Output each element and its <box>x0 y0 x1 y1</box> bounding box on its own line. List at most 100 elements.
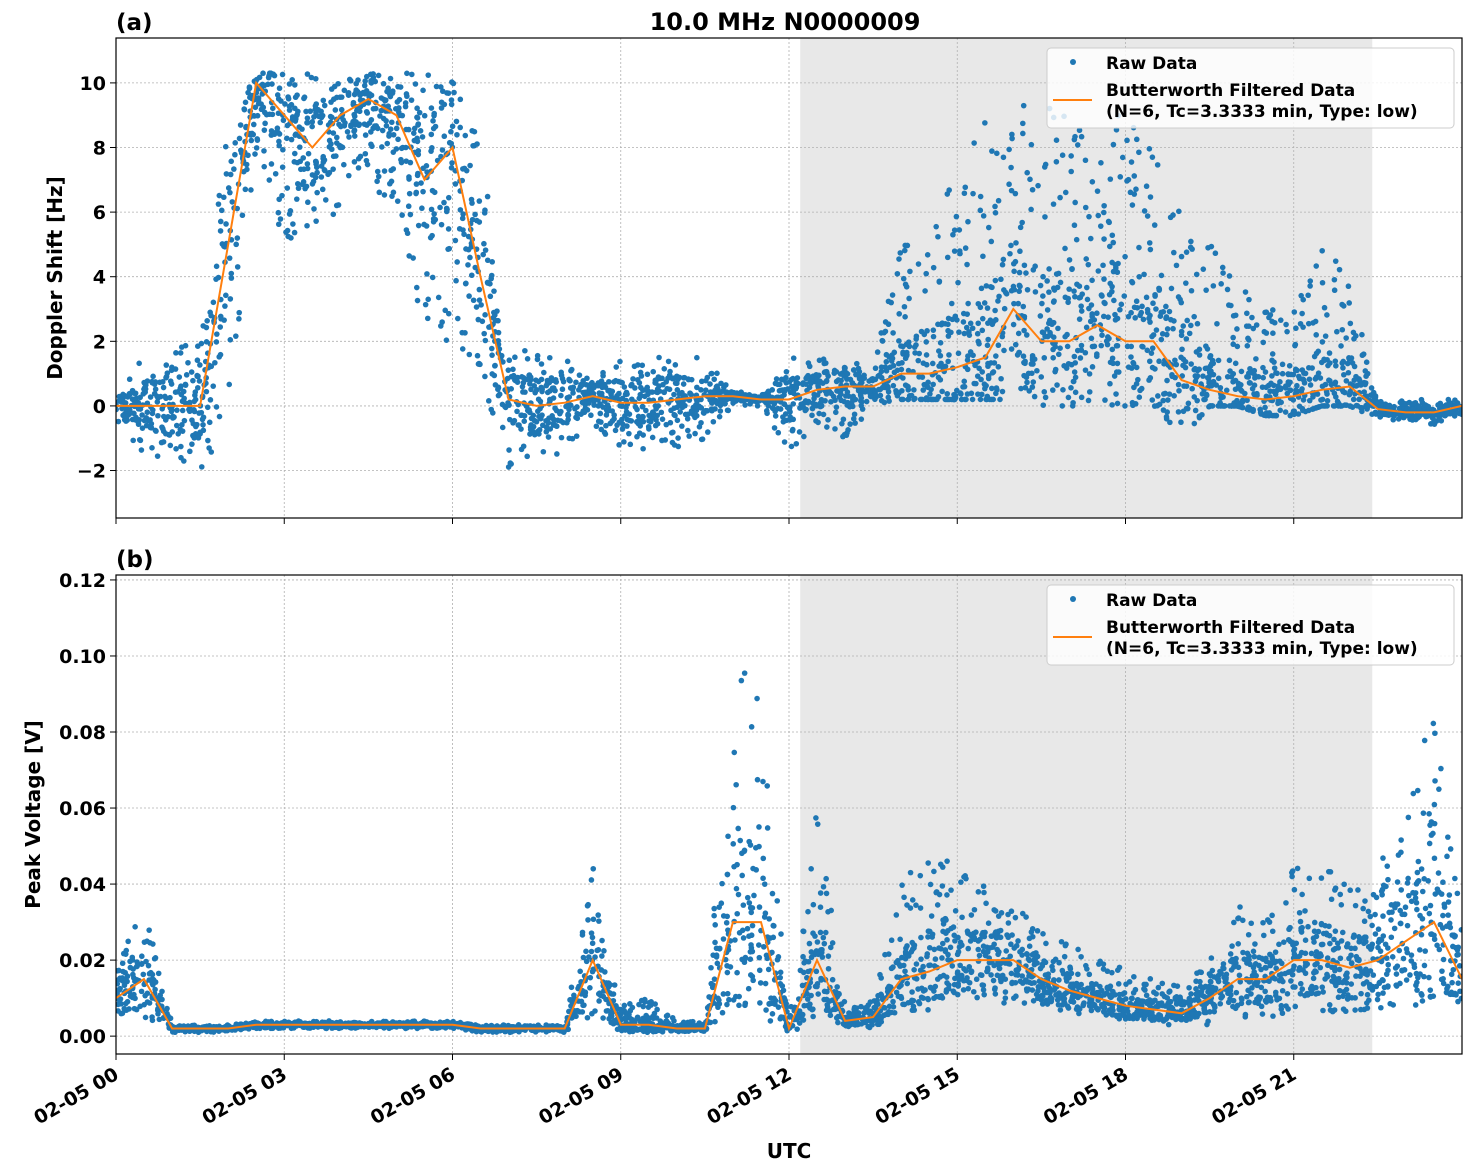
raw-point <box>986 373 992 379</box>
raw-point <box>459 330 465 336</box>
raw-point <box>453 181 459 187</box>
raw-point <box>1208 353 1214 359</box>
raw-point <box>859 416 865 422</box>
raw-point <box>544 429 550 435</box>
raw-point <box>197 378 203 384</box>
raw-point <box>391 190 397 196</box>
raw-point <box>383 97 389 103</box>
raw-point <box>214 339 220 345</box>
raw-point <box>600 370 606 376</box>
raw-point <box>413 81 419 87</box>
raw-point <box>1211 283 1217 289</box>
raw-point <box>825 417 831 423</box>
raw-point <box>137 437 143 443</box>
raw-point <box>454 259 460 265</box>
raw-point <box>936 394 942 400</box>
raw-point <box>304 184 310 190</box>
raw-point <box>982 300 988 306</box>
raw-point <box>379 144 385 150</box>
raw-point <box>596 918 602 924</box>
raw-point <box>603 431 609 437</box>
raw-point <box>1073 390 1079 396</box>
raw-point <box>508 386 514 392</box>
raw-point <box>864 399 870 405</box>
raw-point <box>384 89 390 95</box>
raw-point <box>1234 326 1240 332</box>
raw-point <box>577 372 583 378</box>
raw-point <box>180 398 186 404</box>
raw-point <box>149 1014 155 1020</box>
raw-point <box>764 410 770 416</box>
raw-point <box>661 366 667 372</box>
raw-point <box>714 371 720 377</box>
raw-point <box>1238 382 1244 388</box>
raw-point <box>243 187 249 193</box>
raw-point <box>1126 177 1132 183</box>
raw-point <box>1111 298 1117 304</box>
raw-point <box>1184 336 1190 342</box>
raw-point <box>720 1010 726 1016</box>
raw-point <box>976 341 982 347</box>
raw-point <box>381 81 387 87</box>
raw-point <box>834 369 840 375</box>
raw-point <box>1169 286 1175 292</box>
raw-point <box>135 418 141 424</box>
raw-point <box>1136 394 1142 400</box>
raw-point <box>888 300 894 306</box>
raw-point <box>1065 344 1071 350</box>
raw-point <box>661 390 667 396</box>
raw-point <box>1147 319 1153 325</box>
raw-point <box>1051 201 1057 207</box>
raw-point <box>131 975 137 981</box>
raw-point <box>266 73 272 79</box>
raw-point <box>1101 203 1107 209</box>
raw-point <box>629 1017 635 1023</box>
raw-point <box>228 296 234 302</box>
raw-point <box>654 1015 660 1021</box>
raw-point <box>1188 245 1194 251</box>
raw-point <box>915 358 921 364</box>
raw-point <box>599 385 605 391</box>
legend-raw-label: Raw Data <box>1106 54 1197 74</box>
raw-point <box>1291 397 1297 403</box>
raw-point <box>881 400 887 406</box>
raw-point <box>610 418 616 424</box>
raw-point <box>163 417 169 423</box>
raw-point <box>1111 269 1117 275</box>
raw-point <box>469 272 475 278</box>
raw-point <box>1362 382 1368 388</box>
raw-point <box>1332 277 1338 283</box>
raw-point <box>477 219 483 225</box>
raw-point <box>251 122 257 128</box>
raw-point <box>189 369 195 375</box>
raw-point <box>670 1015 676 1021</box>
y-tick-label: 2 <box>93 331 106 353</box>
raw-point <box>455 316 461 322</box>
raw-point <box>1171 318 1177 324</box>
raw-point <box>931 334 937 340</box>
raw-point <box>144 938 150 944</box>
raw-point <box>1422 402 1428 408</box>
raw-point <box>1164 378 1170 384</box>
raw-point <box>553 379 559 385</box>
raw-point <box>1192 366 1198 372</box>
raw-point <box>1307 278 1313 284</box>
raw-point <box>906 296 912 302</box>
raw-point <box>623 1015 629 1021</box>
raw-point <box>1176 388 1182 394</box>
raw-point <box>500 425 506 431</box>
raw-point <box>158 394 164 400</box>
raw-point <box>891 383 897 389</box>
raw-point <box>139 953 145 959</box>
raw-point <box>905 243 911 249</box>
raw-point <box>793 386 799 392</box>
raw-point <box>1220 270 1226 276</box>
raw-point <box>409 97 415 103</box>
raw-point <box>333 153 339 159</box>
raw-point <box>599 967 605 973</box>
raw-point <box>1183 280 1189 286</box>
raw-point <box>255 113 261 119</box>
raw-point <box>1032 356 1038 362</box>
raw-point <box>875 349 881 355</box>
raw-point <box>847 421 853 427</box>
